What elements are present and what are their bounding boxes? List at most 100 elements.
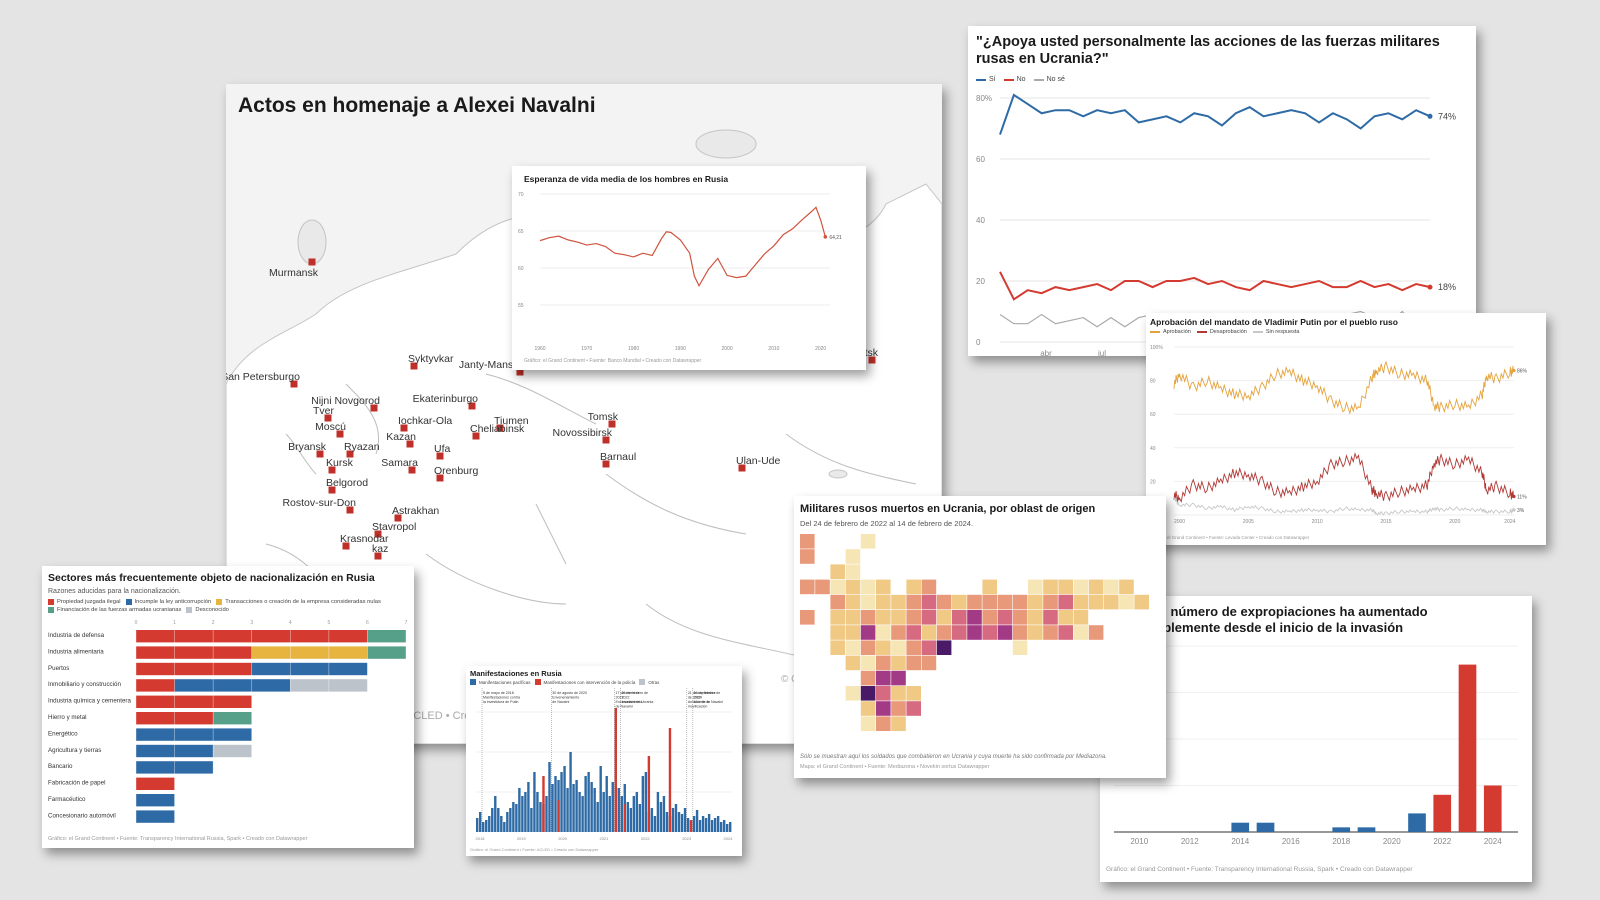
support-card: "¿Apoya usted personalmente las acciones… [968,26,1476,356]
protest-bar [611,782,614,832]
city-label: Bryansk [288,441,327,453]
protest-bar [488,816,491,832]
oblast-tile [845,579,861,595]
protest-bar [617,788,620,832]
life-expectancy-chart: 70 65 60 55 1960 1970 1980 1990 2000 2010 2020 64,2… [518,192,842,352]
city-label: Astrakhan [392,505,439,517]
oblast-tile [800,534,815,549]
putin-end-label: 86% [1517,369,1528,375]
oblast-tile [1043,625,1058,640]
putin-end-point [1512,508,1516,512]
protest-bar [710,820,714,832]
sector-label: Puertos [48,665,69,672]
oblast-tile [830,579,845,595]
oblast-tile [906,701,921,716]
oblast-tile [906,655,921,671]
expro-bar [1357,827,1376,832]
expropriations-chart: 2010 2012 2014 2016 2018 2020 2022 2024 [1114,645,1518,846]
oblast-tile [1043,594,1058,610]
city-marker [868,356,876,364]
city-marker [290,380,298,388]
protest-annotation-label: Encarcelamiento [616,700,643,704]
oblast-tile [845,594,861,610]
protest-bar [683,808,687,832]
city-label: Ufa [434,443,451,455]
protest-bar [500,816,503,832]
protest-bar [665,812,669,832]
dead-chart-footnote: Sólo se muestran aquí los soldados que c… [800,754,1107,760]
putin-end-label: 11% [1517,495,1527,501]
city-marker [374,552,382,560]
protest-annotation-label: 2024 [694,696,702,700]
putin-legend: Aprobación Desaprobación Sin respuesta [1150,329,1299,335]
sectors-footer: Gráfico: el Grand Continent • Fuente: Tr… [48,836,308,842]
protest-bar [581,796,584,832]
oblast-tile [891,701,906,716]
oblast-tile [982,579,997,595]
putin-chart-footer: Gráfico: el Grand Continent • Fuente: Le… [1150,535,1310,540]
protest-police-bar [542,776,545,832]
city-label: Janty-Mansisk [459,359,527,371]
oblast-tile [876,655,891,671]
oblast-tile [1028,610,1043,625]
protest-bar [653,816,657,832]
protests-footer: Gráfico: el Grand Continent • Fuente: AC… [470,847,599,852]
city-label: Krasnodar [340,533,389,545]
oblast-tile [891,716,906,731]
protest-bar [530,808,533,832]
oblast-tile [1073,579,1089,595]
city-label: Ekaterinburgo [413,393,479,405]
protest-bar [527,782,530,832]
protest-bar [686,818,690,832]
protest-bar [587,772,590,832]
support-y-tick: 20 [976,277,985,286]
sectors-x-tick: 1 [173,620,176,626]
sector-bar-segment [136,695,252,708]
protest-bar [515,804,518,832]
oblast-tile [1012,625,1028,640]
protest-bar [707,814,711,832]
putin-y-tick: 20 [1150,479,1156,485]
protests-legend: Manifestaciones pacíficas Manifestacione… [470,679,659,685]
protest-annotation-label: 17 de enero de [616,691,640,695]
oblast-tile [845,549,861,564]
oblast-tile [891,610,906,625]
sectors-x-tick: 5 [327,620,330,626]
oblast-tile [876,610,891,625]
oblast-tile [860,640,876,655]
legend-aprobacion: Aprobación [1150,329,1191,335]
oblast-tile [906,579,921,595]
oblast-tile [876,670,891,686]
city-marker [516,368,524,376]
life-x-tick: 1980 [628,346,639,352]
protest-annotation-label: de Navalni [616,705,633,709]
city-label: Stavropol [372,521,416,533]
protest-annotation-label: Invasión de Ucrania [622,700,654,704]
protest-police-bar [557,800,560,832]
putin-approval-card: Aprobación del mandato de Vladimir Putin… [1146,313,1546,545]
putin-x-tick: 2015 [1380,519,1391,525]
city-marker [496,424,504,432]
sector-bar-segment [251,646,368,659]
expro-x-tick: 2016 [1282,837,1300,846]
oblast-tile [891,686,906,701]
oblast-tile [952,625,967,640]
life-x-tick: 2020 [815,346,826,352]
city-label: San Petersburgo [226,371,300,383]
life-end-point [823,235,828,239]
oblast-tile [891,594,906,610]
oblast-tile [815,579,830,595]
oblast-tile [921,594,937,610]
city-label: Belgorod [326,477,368,489]
oblast-tile [1088,594,1104,610]
oblast-tile [967,594,982,610]
protest-bar [482,822,485,832]
support-x-tick: jul [1097,349,1106,356]
life-y-tick: 70 [518,192,524,198]
expro-bar [1458,664,1477,832]
sector-label: Industria alimentaria [48,648,104,655]
sectors-x-tick: 2 [212,620,215,626]
protest-bar [701,816,705,832]
city-label: Ulan-Ude [736,455,781,467]
city-label: Syktyvkar [408,353,454,365]
